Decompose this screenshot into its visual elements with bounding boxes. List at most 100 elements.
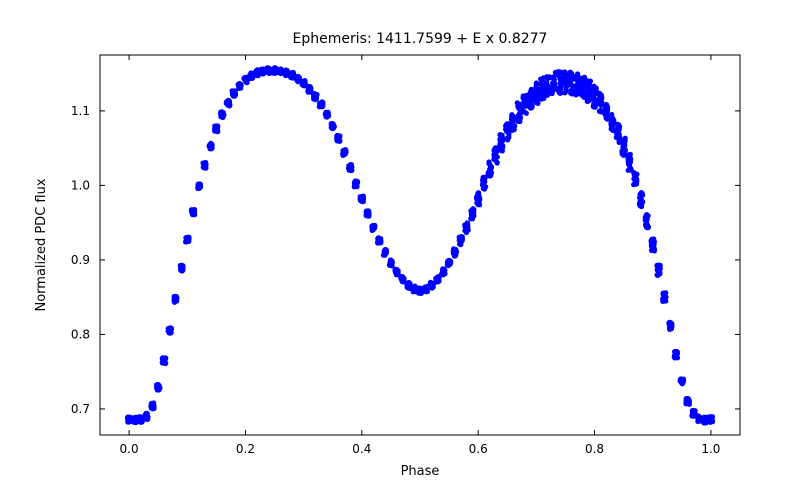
data-point [393, 268, 398, 273]
data-point [623, 148, 628, 153]
data-point [186, 237, 191, 242]
data-point [506, 132, 511, 137]
data-point [633, 172, 638, 177]
data-point [550, 87, 555, 92]
data-point [353, 182, 358, 187]
data-point [458, 242, 463, 247]
data-point [697, 414, 702, 419]
data-point [323, 111, 328, 116]
data-point [488, 163, 493, 168]
data-point [505, 124, 510, 129]
data-point [586, 88, 591, 93]
y-tick-label: 0.9 [71, 253, 90, 267]
data-point [598, 108, 603, 113]
data-point [522, 110, 527, 115]
data-point [656, 263, 661, 268]
data-point [562, 90, 567, 95]
data-point [365, 208, 370, 213]
data-point [609, 120, 614, 125]
data-point [704, 415, 709, 420]
data-point [389, 258, 394, 263]
data-point [430, 283, 435, 288]
data-point [301, 78, 306, 83]
data-point [238, 84, 243, 89]
data-point [569, 74, 574, 79]
data-point [703, 420, 708, 425]
data-point [178, 268, 183, 273]
y-tick-label: 1.1 [71, 104, 90, 118]
data-point [203, 162, 208, 167]
data-point [294, 76, 299, 81]
data-point [143, 413, 148, 418]
data-point [288, 75, 293, 80]
data-point [221, 113, 226, 118]
data-point [580, 93, 585, 98]
data-point [465, 228, 470, 233]
chart-svg: 0.00.20.40.60.81.00.70.80.91.01.1 Epheme… [0, 0, 800, 500]
data-point [493, 145, 498, 150]
data-point [680, 378, 685, 383]
data-point [656, 272, 661, 277]
data-point [308, 88, 313, 93]
data-point [470, 212, 475, 217]
data-point [593, 91, 598, 96]
x-tick-label: 0.6 [469, 442, 488, 456]
data-point [291, 70, 296, 75]
data-point [599, 96, 604, 101]
data-point [561, 71, 566, 76]
x-tick-label: 0.2 [236, 442, 255, 456]
x-tick-label: 1.0 [701, 442, 720, 456]
data-point [215, 123, 220, 128]
data-point [341, 152, 346, 157]
data-point [585, 96, 590, 101]
data-point [405, 285, 410, 290]
data-point [551, 82, 556, 87]
data-point [476, 199, 481, 204]
data-point [529, 90, 534, 95]
data-point [526, 98, 531, 103]
y-tick-label: 0.7 [71, 402, 90, 416]
data-point [668, 326, 673, 331]
data-point [465, 222, 470, 227]
data-point [569, 82, 574, 87]
data-point [610, 116, 615, 121]
data-point [312, 92, 317, 97]
data-point [575, 85, 580, 90]
data-point [691, 411, 696, 416]
data-point [499, 133, 504, 138]
y-tick-label: 0.8 [71, 327, 90, 341]
data-point [370, 224, 375, 229]
x-tick-label: 0.4 [352, 442, 371, 456]
data-point [277, 68, 282, 73]
data-point [500, 143, 505, 148]
data-point [446, 263, 451, 268]
data-point [644, 212, 649, 217]
y-axis-label: Normalized PDC flux [34, 178, 49, 311]
data-point [480, 179, 485, 184]
data-point [460, 237, 465, 242]
data-point [675, 351, 680, 356]
data-point [638, 190, 643, 195]
data-point [413, 289, 418, 294]
data-point [622, 143, 627, 148]
data-point [149, 405, 154, 410]
x-axis-label: Phase [401, 464, 440, 479]
x-tick-label: 0.8 [585, 442, 604, 456]
data-point [649, 244, 654, 249]
data-point [230, 92, 235, 97]
data-point [594, 85, 599, 90]
data-point [359, 194, 364, 199]
data-point [646, 224, 651, 229]
data-point [594, 101, 599, 106]
data-point [599, 100, 604, 105]
data-point [196, 183, 201, 188]
x-tick-label: 0.0 [120, 442, 139, 456]
data-point [434, 278, 439, 283]
data-point [633, 180, 638, 185]
data-point [254, 71, 259, 76]
data-point [604, 115, 609, 120]
data-point [604, 102, 609, 107]
data-point [534, 80, 539, 85]
data-point [509, 117, 514, 122]
data-point [157, 385, 162, 390]
